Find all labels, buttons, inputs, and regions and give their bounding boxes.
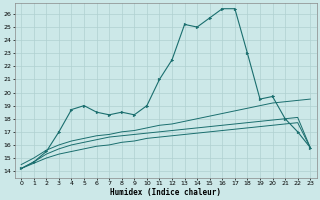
X-axis label: Humidex (Indice chaleur): Humidex (Indice chaleur) xyxy=(110,188,221,197)
